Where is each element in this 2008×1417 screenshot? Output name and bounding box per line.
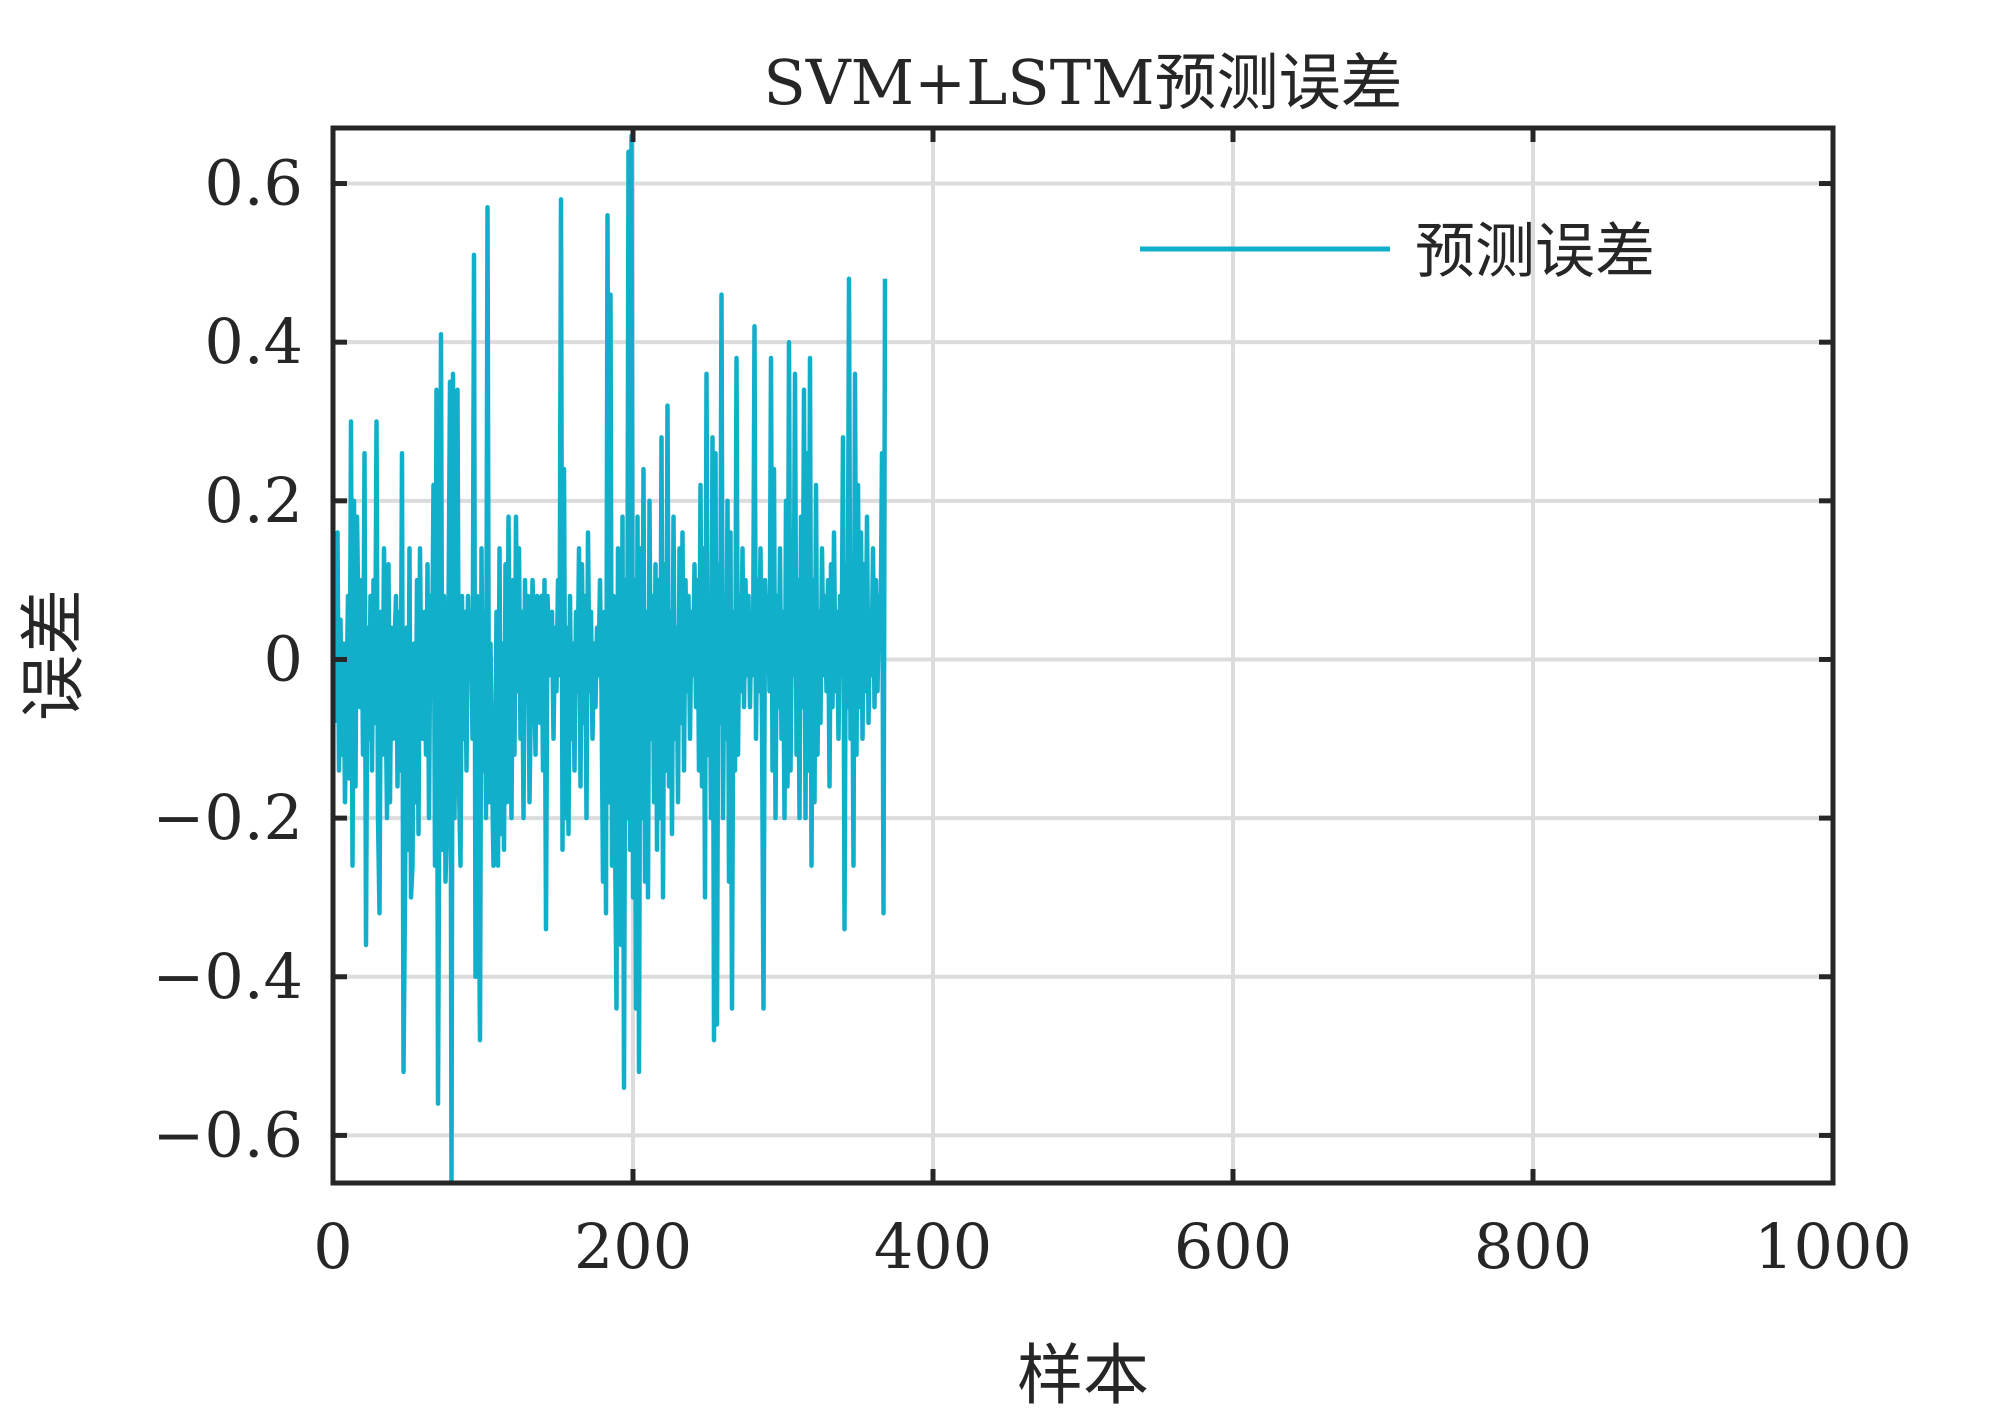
legend-label: 预测误差 xyxy=(1415,217,1655,287)
y-tick-label: 0.4 xyxy=(204,305,303,378)
series-line xyxy=(332,133,888,1186)
y-tick-label: −0.2 xyxy=(152,781,303,854)
series-layer xyxy=(332,133,888,1186)
chart-title: SVM+LSTM预测误差 xyxy=(763,46,1402,119)
tick-labels: 0 200 400 600 800 1000 −0.6 −0.4 −0.2 0 0.2 0.4 0.6 xyxy=(152,147,1911,1283)
x-tick-label: 0 xyxy=(313,1210,352,1283)
y-tick-label: −0.6 xyxy=(152,1098,303,1171)
x-axis-label: 样本 xyxy=(1017,1337,1149,1414)
x-tick-label: 400 xyxy=(874,1210,992,1283)
legend: 预测误差 xyxy=(1140,217,1655,287)
x-tick-label: 800 xyxy=(1474,1210,1592,1283)
x-tick-label: 200 xyxy=(574,1210,692,1283)
y-tick-label: 0.6 xyxy=(204,147,303,220)
x-tick-label: 600 xyxy=(1174,1210,1292,1283)
y-tick-label: −0.4 xyxy=(152,940,303,1013)
x-tick-label: 1000 xyxy=(1754,1210,1912,1283)
y-tick-label: 0 xyxy=(264,622,303,695)
y-axis-label: 误差 xyxy=(15,589,92,721)
axes-box xyxy=(330,125,1836,1186)
y-tick-label: 0.2 xyxy=(204,464,303,537)
